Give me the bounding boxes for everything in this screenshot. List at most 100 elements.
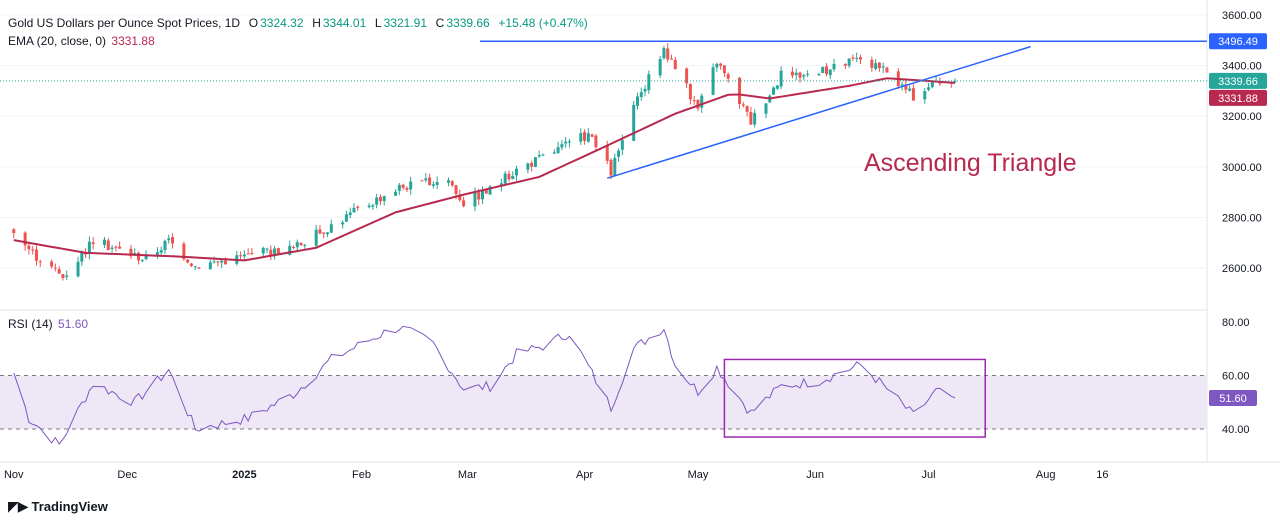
candle	[590, 133, 594, 138]
candle-body	[484, 190, 488, 194]
rsi-tick-label: 40.00	[1222, 424, 1250, 436]
last-price-label: 3339.66	[1218, 76, 1258, 88]
time-axis[interactable]: Nov Dec 2025 Feb Mar Apr May Jun Jul Aug 16	[4, 469, 1109, 481]
candle	[424, 173, 428, 183]
candle-body	[420, 180, 424, 182]
candle	[182, 241, 186, 261]
candle-body	[583, 132, 587, 141]
candle	[632, 101, 636, 142]
candle-body	[163, 240, 167, 251]
candle-body	[749, 112, 753, 125]
candle	[828, 68, 832, 80]
candle	[643, 85, 647, 97]
candle-body	[405, 188, 409, 190]
candle-body	[397, 184, 401, 191]
candle	[790, 66, 794, 79]
price-tick-label: 3400.00	[1222, 61, 1262, 73]
candle-body	[477, 192, 481, 200]
candle-body	[719, 63, 723, 66]
candle	[265, 247, 269, 254]
candle	[688, 83, 692, 105]
ema-legend[interactable]: EMA (20, close, 0) 3331.88	[8, 34, 157, 48]
candle-body	[193, 266, 197, 268]
candle	[855, 52, 859, 63]
candle	[428, 173, 432, 186]
candle-body	[409, 181, 413, 190]
candle	[137, 251, 141, 265]
candle-body	[155, 252, 159, 255]
candle-body	[870, 59, 874, 68]
candle	[167, 234, 171, 244]
candle-body	[560, 144, 564, 148]
candle	[685, 67, 689, 89]
candle-body	[753, 112, 757, 125]
candle-body	[401, 184, 405, 188]
candle-body	[775, 85, 779, 89]
tradingview-logo-icon: ◤▶	[8, 498, 29, 514]
candle-body	[326, 232, 330, 235]
candle-body	[356, 206, 360, 208]
high-label: H	[312, 16, 321, 30]
candle-body	[911, 88, 915, 101]
candle-body	[639, 92, 643, 98]
candle-body	[745, 105, 749, 112]
candle-body	[692, 100, 696, 102]
candle	[394, 189, 398, 196]
candle-body	[273, 248, 277, 257]
candle-body	[103, 239, 106, 245]
candle-body	[110, 247, 114, 249]
candle-body	[824, 66, 828, 75]
candle	[927, 83, 931, 92]
price-axis[interactable]: 2600.00 2800.00 3000.00 3200.00 3400.00 3600.…	[0, 10, 1262, 275]
candle	[556, 141, 560, 155]
candle-body	[159, 250, 163, 253]
candle	[847, 58, 851, 68]
candle-body	[76, 261, 80, 277]
candle	[435, 176, 439, 189]
candle-body	[269, 249, 273, 256]
candle-body	[885, 67, 889, 73]
candle-body	[208, 262, 212, 270]
rsi-legend[interactable]: RSI (14) 51.60	[8, 317, 90, 331]
candle	[639, 87, 643, 101]
candle-body	[80, 252, 84, 262]
candle-body	[579, 133, 583, 142]
candle-body	[662, 48, 666, 59]
candle	[874, 59, 878, 71]
high-value: 3344.01	[322, 16, 367, 30]
candle	[378, 194, 382, 206]
candle	[189, 262, 193, 268]
candle-body	[276, 248, 280, 256]
tradingview-logo[interactable]: ◤▶ TradingView	[8, 498, 108, 515]
candle	[250, 247, 254, 256]
candle-body	[171, 237, 175, 244]
ascending-trendline	[607, 45, 1031, 179]
candle	[23, 231, 27, 251]
candle-body	[855, 57, 859, 59]
candle-body	[859, 57, 862, 60]
time-tick-label: Apr	[576, 469, 593, 481]
candle	[352, 203, 356, 213]
candle-body	[12, 229, 16, 234]
candle-body	[31, 249, 35, 251]
candle	[57, 266, 61, 274]
candle	[53, 263, 57, 272]
candle	[821, 66, 825, 74]
candle	[560, 139, 564, 151]
candle	[722, 65, 726, 78]
candle	[832, 58, 836, 72]
candle	[908, 85, 912, 92]
candle-body	[511, 176, 515, 180]
candle-body	[609, 159, 613, 176]
candle-body	[61, 274, 65, 279]
candle-body	[167, 238, 171, 241]
candle	[303, 243, 307, 249]
candle-body	[881, 66, 885, 68]
candle-body	[847, 58, 851, 66]
candle-body	[481, 189, 484, 200]
candle	[367, 202, 371, 209]
candle-body	[715, 63, 719, 68]
rsi-highlight-box	[723, 358, 986, 438]
candle	[530, 160, 534, 172]
